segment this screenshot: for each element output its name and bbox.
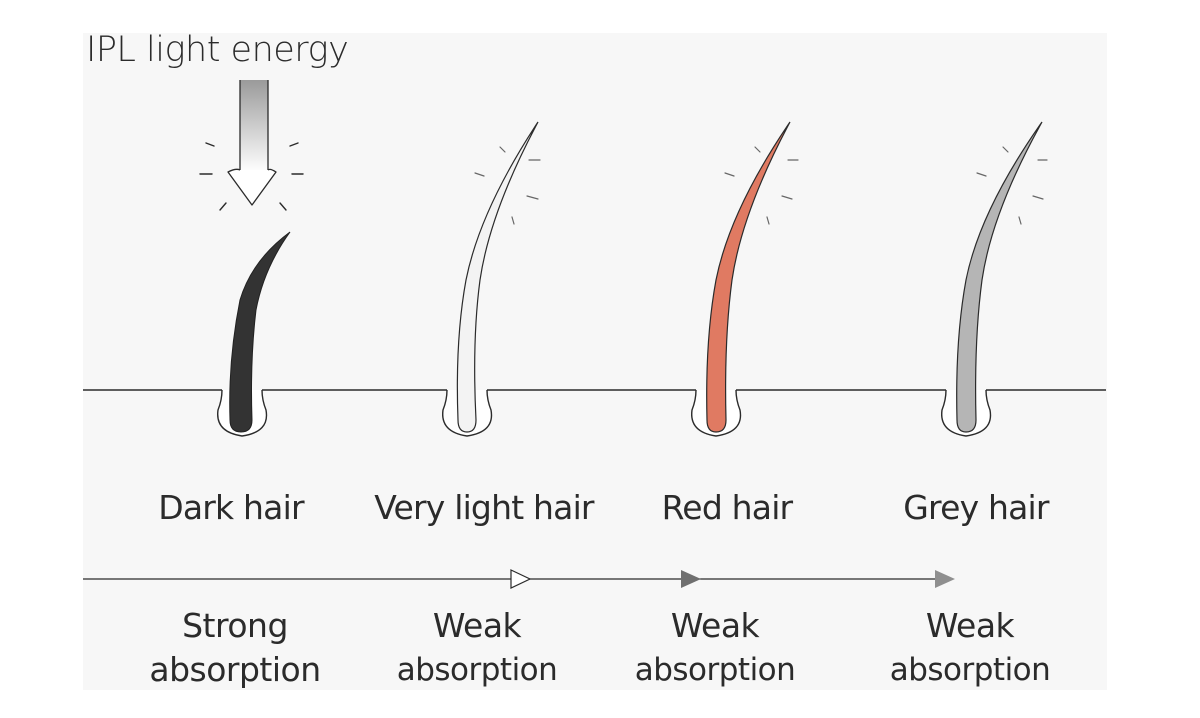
- absorption-word: absorption: [634, 652, 796, 688]
- absorption-label-dark: Strong absorption: [149, 604, 321, 692]
- absorption-scale-arrow: [83, 569, 955, 589]
- absorption-label-red: Weak absorption: [635, 604, 796, 692]
- down-arrow-light-icon: [227, 80, 277, 206]
- absorption-strength: Strong: [182, 606, 288, 645]
- absorption-word: absorption: [889, 652, 1051, 688]
- light-rays-icon: [199, 142, 304, 211]
- dark-hair-follicle: [217, 231, 291, 437]
- hair-label-dark: Dark hair: [158, 488, 304, 527]
- hair-label-very-light: Very light hair: [374, 488, 594, 527]
- absorption-word: absorption: [149, 650, 321, 689]
- light-marker-icon: [935, 570, 955, 588]
- very-light-hair-follicle: [442, 121, 539, 437]
- absorption-label-very-light: Weak absorption: [397, 604, 558, 692]
- absorption-strength: Weak: [925, 606, 1015, 645]
- solid-marker-icon: [681, 570, 701, 588]
- hair-label-grey: Grey hair: [903, 488, 1049, 527]
- light-rays-icon: [474, 146, 1048, 225]
- absorption-strength: Weak: [432, 606, 522, 645]
- absorption-strength: Weak: [670, 606, 760, 645]
- absorption-word: absorption: [396, 652, 558, 688]
- hair-label-red: Red hair: [661, 488, 793, 527]
- diagram-title: IPL light energy: [86, 30, 349, 70]
- absorption-label-grey: Weak absorption: [890, 604, 1051, 692]
- hollow-marker-icon: [510, 569, 532, 589]
- red-hair-follicle: [691, 121, 791, 437]
- grey-hair-follicle: [941, 121, 1043, 437]
